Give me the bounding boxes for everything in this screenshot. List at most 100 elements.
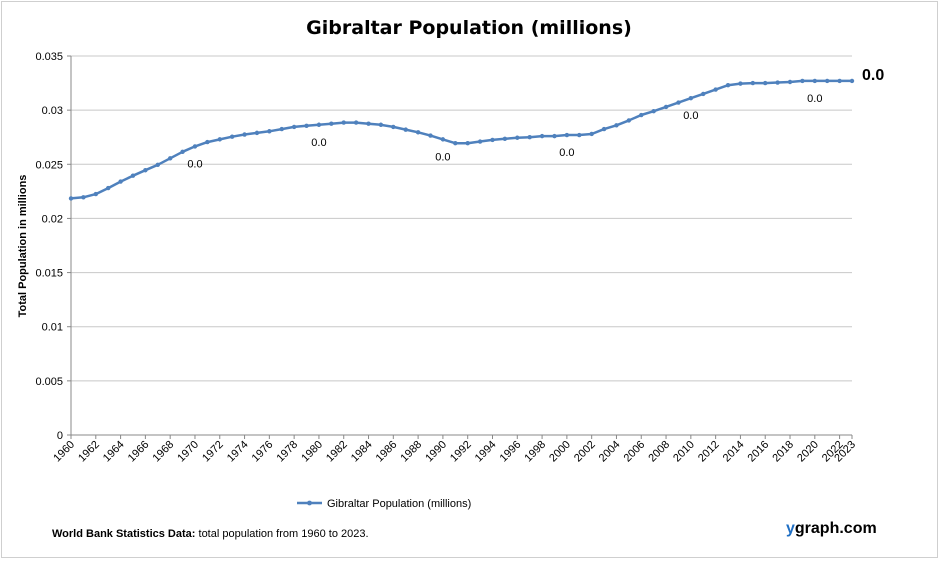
data-point	[502, 136, 508, 142]
data-point	[626, 118, 632, 123]
x-tick-label: 1966	[126, 439, 152, 465]
data-label: 0.0	[311, 137, 326, 149]
brand-logo: ygraph.com	[786, 520, 877, 538]
y-ticks: 0 0.005 0.01 0.015 0.02 0.025 0.03 0.035	[35, 51, 63, 442]
y-tick-label: 0.005	[35, 376, 63, 388]
x-tick-label: 2008	[646, 439, 672, 465]
x-tick-label: 1974	[225, 439, 251, 465]
x-tick-label: 2010	[671, 439, 697, 465]
brand-y: y	[786, 520, 795, 537]
x-tick-label: 1968	[150, 439, 176, 465]
data-point	[217, 137, 222, 142]
x-tick-label: 1982	[324, 439, 350, 465]
data-point	[812, 78, 818, 84]
grid	[71, 55, 852, 382]
data-labels: 0.0 0.0 0.0 0.0 0.0 0.0	[187, 93, 822, 171]
data-point	[415, 130, 421, 135]
x-tick-label: 1962	[76, 439, 102, 465]
source-note: World Bank Statistics Data: total popula…	[52, 528, 369, 540]
y-tick-label: 0.03	[42, 105, 63, 117]
data-point	[639, 112, 644, 118]
data-point	[552, 133, 557, 139]
data-point	[651, 109, 656, 114]
data-point	[105, 185, 111, 191]
y-tick-label: 0	[57, 430, 63, 442]
data-point	[787, 79, 793, 85]
data-point	[118, 179, 123, 184]
data-point	[155, 162, 160, 168]
data-point	[267, 129, 272, 134]
data-point	[316, 122, 322, 127]
data-point	[81, 195, 86, 200]
source-note-bold: World Bank Statistics Data:	[52, 528, 196, 540]
data-point	[291, 124, 297, 130]
data-point	[539, 133, 545, 139]
data-point	[428, 133, 433, 138]
x-tick-label: 1984	[349, 439, 375, 465]
data-point	[477, 139, 483, 144]
data-label: 0.0	[683, 110, 698, 122]
data-label: 0.0	[435, 151, 450, 163]
data-point	[93, 191, 98, 197]
data-label: 0.0	[559, 147, 574, 159]
y-tick-label: 0.035	[35, 51, 63, 63]
data-point	[353, 120, 359, 125]
data-point	[676, 100, 681, 105]
data-point	[229, 134, 235, 139]
legend: Gibraltar Population (millions)	[297, 498, 471, 510]
data-point	[688, 96, 694, 101]
data-point	[192, 144, 198, 149]
data-point	[453, 140, 458, 146]
data-point	[465, 140, 470, 146]
x-tick-label: 2014	[721, 439, 747, 465]
brand-rest: graph.com	[794, 520, 877, 537]
data-point	[366, 121, 371, 126]
x-tick-label: 1960	[51, 439, 77, 465]
x-tick-label: 1980	[299, 439, 325, 465]
x-tick-label: 1990	[423, 439, 449, 465]
x-tick-label: 2004	[597, 439, 623, 465]
x-tick-label: 1994	[473, 439, 499, 465]
data-point	[750, 80, 756, 86]
data-point	[825, 78, 830, 84]
data-point	[589, 131, 594, 137]
data-point	[725, 83, 731, 88]
series-line	[70, 79, 852, 200]
x-tick-label: 1996	[498, 439, 524, 465]
data-point	[167, 156, 173, 161]
x-tick-label: 2002	[572, 439, 598, 465]
data-point	[601, 126, 607, 132]
data-point	[391, 124, 396, 130]
data-label: 0.0	[187, 158, 202, 170]
data-point	[205, 139, 210, 145]
x-tick-label: 2000	[547, 439, 573, 465]
data-point	[738, 81, 743, 86]
x-tick-label: 2006	[622, 439, 648, 465]
axes	[67, 55, 853, 439]
data-point	[403, 127, 408, 132]
data-point	[577, 132, 582, 138]
data-point	[490, 137, 495, 143]
x-tick-label: 2018	[770, 439, 796, 465]
x-tick-label: 1972	[200, 439, 226, 465]
data-point	[663, 104, 669, 110]
data-point	[279, 126, 284, 132]
x-ticks: 1960196219641966196819701972197419761978…	[51, 439, 858, 465]
data-point	[564, 132, 570, 138]
x-tick-label: 1964	[101, 439, 127, 465]
y-tick-label: 0.025	[35, 159, 63, 171]
data-point	[440, 137, 446, 142]
data-point	[849, 78, 855, 84]
data-point	[68, 196, 74, 201]
y-tick-label: 0.015	[35, 268, 63, 280]
x-tick-label: 1970	[175, 439, 201, 465]
x-tick-label: 1992	[448, 439, 474, 465]
data-point	[763, 80, 768, 86]
x-tick-label: 1986	[374, 439, 400, 465]
data-point	[515, 135, 520, 140]
x-tick-label: 1976	[250, 439, 276, 465]
data-point	[701, 91, 706, 97]
data-point	[527, 135, 532, 140]
